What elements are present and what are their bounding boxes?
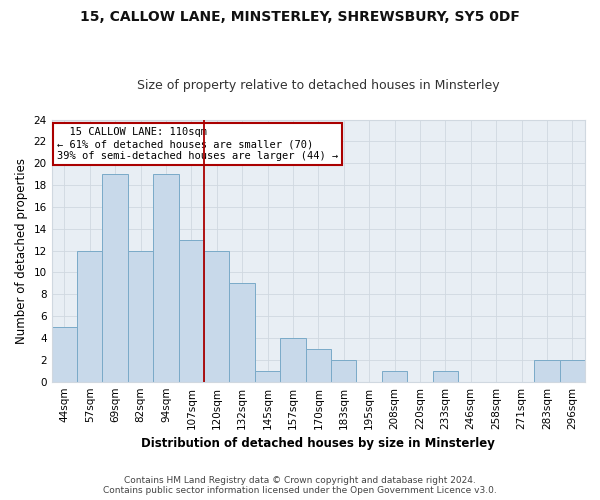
Bar: [255, 371, 280, 382]
Bar: [153, 174, 179, 382]
X-axis label: Distribution of detached houses by size in Minsterley: Distribution of detached houses by size …: [142, 437, 495, 450]
Bar: [534, 360, 560, 382]
Bar: [280, 338, 305, 382]
Bar: [77, 250, 103, 382]
Bar: [382, 371, 407, 382]
Bar: [52, 327, 77, 382]
Text: 15 CALLOW LANE: 110sqm
← 61% of detached houses are smaller (70)
39% of semi-det: 15 CALLOW LANE: 110sqm ← 61% of detached…: [57, 128, 338, 160]
Bar: [433, 371, 458, 382]
Bar: [128, 250, 153, 382]
Bar: [331, 360, 356, 382]
Bar: [560, 360, 585, 382]
Bar: [204, 250, 229, 382]
Text: Contains HM Land Registry data © Crown copyright and database right 2024.
Contai: Contains HM Land Registry data © Crown c…: [103, 476, 497, 495]
Text: 15, CALLOW LANE, MINSTERLEY, SHREWSBURY, SY5 0DF: 15, CALLOW LANE, MINSTERLEY, SHREWSBURY,…: [80, 10, 520, 24]
Title: Size of property relative to detached houses in Minsterley: Size of property relative to detached ho…: [137, 79, 500, 92]
Y-axis label: Number of detached properties: Number of detached properties: [15, 158, 28, 344]
Bar: [103, 174, 128, 382]
Bar: [305, 349, 331, 382]
Bar: [179, 240, 204, 382]
Bar: [229, 284, 255, 382]
